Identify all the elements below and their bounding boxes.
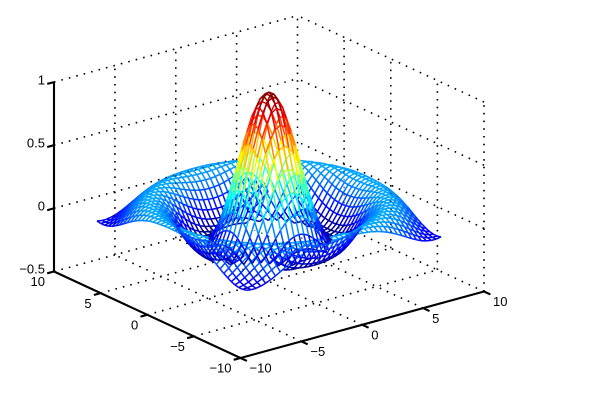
- svg-text:−5: −5: [310, 344, 325, 359]
- svg-text:0.5: 0.5: [27, 135, 45, 150]
- svg-text:5: 5: [432, 311, 439, 326]
- svg-text:10: 10: [31, 274, 45, 289]
- svg-text:5: 5: [84, 296, 91, 311]
- svg-text:−10: −10: [250, 361, 272, 376]
- svg-text:−10: −10: [209, 361, 231, 376]
- svg-text:0: 0: [131, 317, 138, 332]
- svg-text:10: 10: [493, 294, 507, 309]
- svg-text:−5: −5: [170, 339, 185, 354]
- svg-text:0: 0: [38, 199, 45, 214]
- svg-text:1: 1: [38, 72, 45, 87]
- svg-text:0: 0: [371, 327, 378, 342]
- svg-text:−0.5: −0.5: [19, 262, 45, 277]
